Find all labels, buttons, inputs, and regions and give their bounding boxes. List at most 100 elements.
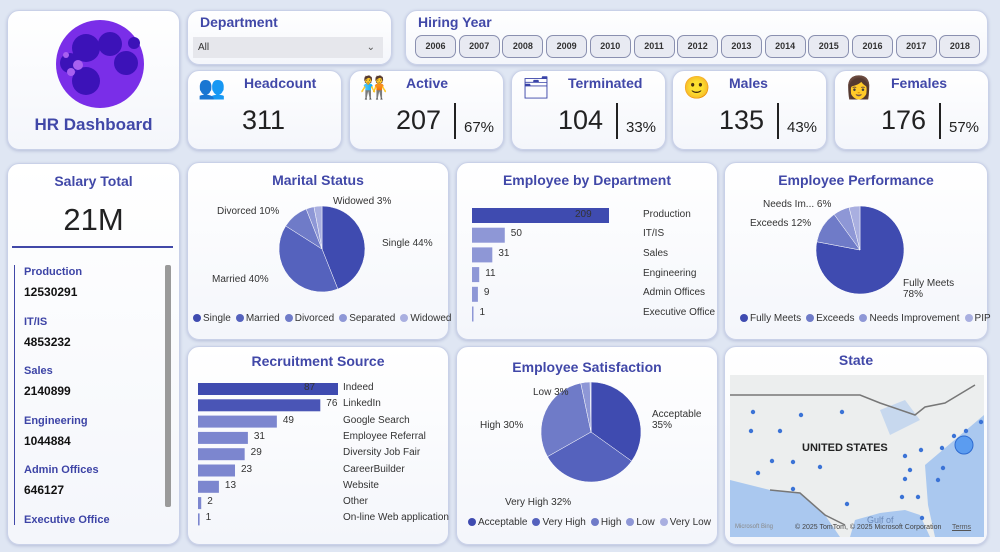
year-button-2012[interactable]: 2012 [677, 35, 719, 58]
kpi-label: Females [891, 75, 948, 91]
year-button-2011[interactable]: 2011 [633, 35, 675, 58]
legend-dot-icon [532, 518, 541, 526]
year-button-2009[interactable]: 2009 [546, 35, 588, 58]
legend-dot-icon [806, 314, 815, 322]
state-bubble[interactable] [902, 453, 908, 459]
legend-dot-icon [626, 518, 635, 526]
state-bubble[interactable] [839, 409, 845, 415]
bar-category: IT/IS [643, 228, 665, 240]
salary-dept-name: Admin Offices [24, 464, 99, 476]
kpi-divider [777, 103, 779, 139]
legend-item[interactable]: Very High [532, 517, 586, 528]
year-button-2006[interactable]: 2006 [415, 35, 456, 58]
state-bubble[interactable] [790, 459, 796, 465]
state-bubble[interactable] [899, 494, 905, 500]
year-button-2013[interactable]: 2013 [720, 35, 762, 58]
hiring-year-slicer: Hiring Year 2006 2007 2008 2009 2010 2011 2012… [405, 10, 988, 65]
bar-category: Engineering [643, 267, 697, 279]
scrollbar[interactable] [165, 265, 171, 507]
kpi-value: 104 [557, 105, 603, 135]
kpi-value: 311 [242, 105, 286, 135]
chevron-down-icon: ⌄ [366, 42, 375, 53]
state-bubble[interactable] [777, 428, 783, 434]
legend-item[interactable]: Divorced [284, 313, 334, 324]
kpi-percent: 67% [464, 119, 495, 136]
state-bubble[interactable] [978, 419, 984, 425]
year-button-2016[interactable]: 2016 [852, 35, 893, 58]
legend-label: Acceptable [478, 517, 528, 528]
state-bubble[interactable] [844, 501, 850, 507]
bar-category: LinkedIn [343, 398, 381, 410]
legend-item[interactable]: Widowed [400, 313, 451, 324]
kpi-value: 135 [718, 105, 764, 135]
state-bubble[interactable] [939, 445, 945, 451]
state-bubble[interactable] [963, 428, 969, 434]
state-bubble[interactable] [951, 433, 957, 439]
map-attribution: © 2025 TomTom, © 2025 Microsoft Corporat… [795, 524, 942, 531]
state-bubble[interactable] [798, 412, 804, 418]
legend-item[interactable]: Exceeds [806, 313, 854, 324]
legend-item[interactable]: Single [193, 313, 231, 324]
data-label: Acceptable 35% [652, 409, 702, 431]
state-bubble[interactable] [935, 477, 941, 483]
year-button-2018[interactable]: 2018 [939, 35, 981, 58]
kpi-label: Males [729, 75, 768, 91]
legend-label: Widowed [410, 313, 452, 324]
legend-label: Single [203, 313, 231, 324]
state-bubble[interactable] [748, 428, 754, 434]
bar-value: 31 [498, 247, 510, 259]
year-button-2015[interactable]: 2015 [808, 35, 850, 58]
legend: Single Married Divorced Separated Widowed [193, 313, 451, 324]
bar-category: Other [343, 496, 369, 508]
state-bubble[interactable] [915, 494, 921, 500]
state-bubble[interactable] [750, 409, 756, 415]
state-bubble[interactable] [918, 447, 924, 453]
kpi-percent: 43% [787, 119, 818, 136]
map[interactable]: UNITED STATES Gulf of Microsoft Bing © 2… [730, 375, 984, 537]
kpi-card-terminated: 🗂 Terminated 104 33% [511, 70, 666, 150]
legend-item[interactable]: Married [235, 313, 280, 324]
department-dropdown[interactable]: All ⌄ [193, 37, 383, 58]
year-button-2010[interactable]: 2010 [589, 35, 631, 58]
state-bubble[interactable] [919, 515, 925, 521]
legend-item[interactable]: Needs Improvement [859, 313, 960, 324]
hiring-year-label: Hiring Year [418, 14, 492, 30]
year-button-2007[interactable]: 2007 [458, 35, 500, 58]
legend-label: Very High [542, 517, 586, 528]
bar-category: Indeed [343, 382, 374, 393]
year-button-2017[interactable]: 2017 [895, 35, 937, 58]
state-bubble[interactable] [817, 464, 823, 470]
salary-dept-name: Sales [24, 365, 53, 377]
legend-label: Needs Improvement [869, 313, 960, 324]
state-bubble[interactable] [769, 458, 775, 464]
legend-item[interactable]: Fully Meets [740, 313, 801, 324]
team-check-icon: 🧑‍🤝‍🧑 [360, 75, 388, 100]
map-terms-link[interactable]: Terms [952, 524, 972, 531]
legend-dot-icon [740, 314, 748, 322]
salary-dept-value: 1044884 [24, 433, 71, 448]
state-bubble[interactable] [755, 470, 761, 476]
kpi-value: 176 [880, 105, 926, 135]
bar-category: Diversity Job Fair [343, 447, 421, 459]
year-button-2014[interactable]: 2014 [764, 35, 806, 58]
bar-value: 76 [326, 398, 338, 410]
legend-item[interactable]: High [590, 517, 621, 528]
legend-item[interactable]: Separated [339, 313, 395, 324]
legend-label: Married [245, 313, 280, 324]
state-bubble-large[interactable] [954, 435, 974, 455]
gulf-label: Gulf of [867, 515, 894, 525]
legend-item[interactable]: Acceptable [468, 517, 527, 528]
salary-list-border [14, 265, 15, 525]
legend-item[interactable]: Very Low [659, 517, 711, 528]
state-bubble[interactable] [902, 476, 908, 482]
salary-dept-value: 4853232 [24, 334, 71, 349]
legend-item[interactable]: Low [626, 517, 655, 528]
state-bubble[interactable] [940, 465, 946, 471]
state-bubble[interactable] [790, 486, 796, 492]
kpi-card-active: 🧑‍🤝‍🧑 Active 207 67% [349, 70, 504, 150]
chart-title: Employee by Department [502, 172, 672, 188]
state-bubble[interactable] [907, 467, 913, 473]
bar-value: 1 [205, 512, 212, 524]
legend-item[interactable]: PIP [964, 313, 991, 324]
year-button-2008[interactable]: 2008 [502, 35, 544, 58]
